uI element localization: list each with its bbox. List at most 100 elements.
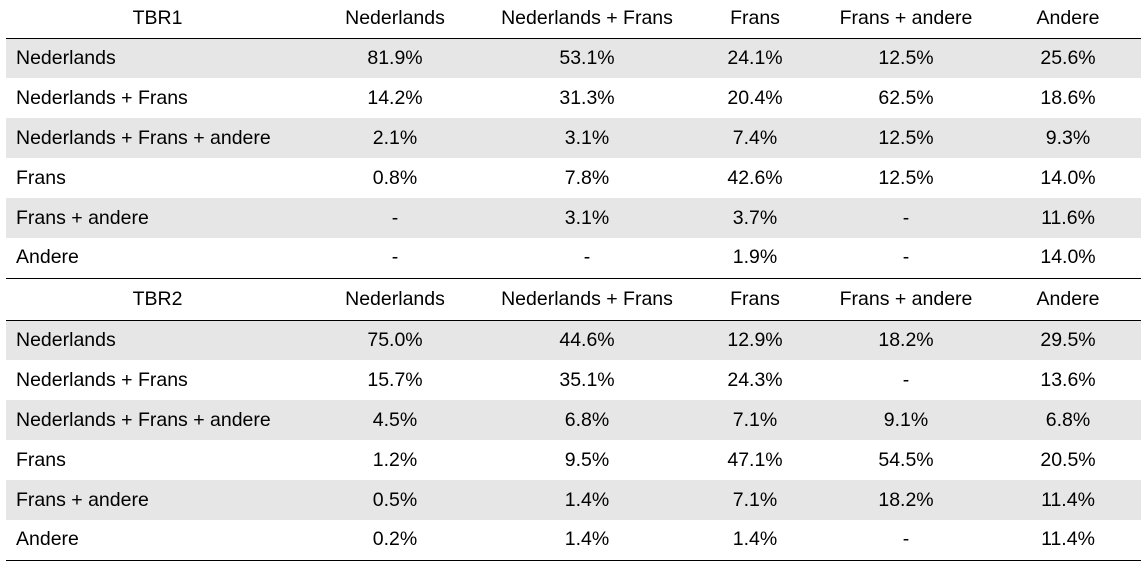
- table-cell: 75.0%: [309, 320, 481, 360]
- table-cell: 9.5%: [564, 448, 610, 471]
- table-cell: 13.6%: [1040, 368, 1096, 391]
- table-cell: -: [817, 238, 995, 279]
- table-cell: 9.1%: [817, 400, 995, 440]
- table-cell: 1.4%: [481, 520, 693, 561]
- table-cell: 7.1%: [693, 400, 817, 440]
- row-label: Andere: [6, 520, 309, 561]
- table-cell: 1.4%: [481, 480, 693, 520]
- table-cell: 1.9%: [693, 238, 817, 279]
- table-cell: 6.8%: [481, 400, 693, 440]
- table-cell: 14.0%: [995, 238, 1141, 279]
- table-cell: 4.5%: [309, 400, 481, 440]
- row-label: Nederlands: [6, 38, 309, 78]
- table-cell: 12.5%: [817, 118, 995, 158]
- table-cell: 7.1%: [693, 480, 817, 520]
- table-cell: -: [309, 198, 481, 238]
- table-cell: 3.1%: [481, 198, 693, 238]
- column-header: Frans + andere: [817, 0, 995, 39]
- table-cell: 3.1%: [481, 118, 693, 158]
- table-cell: 31.3%: [559, 86, 615, 109]
- table-row: Nederlands 81.9% 53.1% 24.1% 12.5% 25.6%: [6, 38, 1141, 78]
- table-cell: 62.5%: [878, 86, 934, 109]
- table-cell: 15.7%: [367, 368, 423, 391]
- table-cell: 12.5%: [817, 38, 995, 78]
- table-cell: 20.5%: [1040, 448, 1096, 471]
- table-cell: 11.6%: [995, 198, 1141, 238]
- table-row: Frans + andere 0.5% 1.4% 7.1% 18.2% 11.4%: [6, 480, 1141, 520]
- column-header: Frans + andere: [817, 278, 995, 321]
- column-header: Nederlands + Frans: [481, 0, 693, 39]
- table-row: Andere 0.2% 1.4% 1.4% -11.4%: [6, 520, 1141, 561]
- table-cell: 24.3%: [727, 368, 783, 391]
- row-label: Nederlands + Frans + andere: [6, 118, 309, 158]
- table-cell: 18.2%: [817, 320, 995, 360]
- column-header: Nederlands + Frans: [481, 278, 693, 321]
- table-cell: -: [902, 368, 910, 391]
- table-row: Frans + andere -3.1% 3.7% -11.6%: [6, 198, 1141, 238]
- table-row: Nederlands + Frans 14.2% 31.3% 20.4% 62.5% 18…: [6, 78, 1141, 118]
- row-label: Andere: [6, 238, 309, 279]
- row-label: Frans: [16, 166, 66, 189]
- language-table: TBR1 Nederlands Nederlands + Frans Frans Fra…: [6, 0, 1141, 561]
- row-label: Nederlands: [6, 320, 309, 360]
- table-cell: 0.2%: [309, 520, 481, 561]
- row-label: Nederlands + Frans: [16, 86, 188, 109]
- table-cell: 11.4%: [995, 520, 1141, 561]
- table-cell: 0.5%: [309, 480, 481, 520]
- table-cell: 14.2%: [367, 86, 423, 109]
- table-cell: 18.6%: [1040, 86, 1096, 109]
- table-cell: 54.5%: [878, 448, 934, 471]
- column-header: Frans: [693, 0, 817, 39]
- table-cell: 29.5%: [995, 320, 1141, 360]
- table-cell: 1.4%: [693, 520, 817, 561]
- table-cell: -: [481, 238, 693, 279]
- table-cell: 6.8%: [995, 400, 1141, 440]
- table-cell: 20.4%: [727, 86, 783, 109]
- table-cell: 12.5%: [878, 166, 934, 189]
- section-title: TBR1: [6, 0, 309, 39]
- column-header: Andere: [995, 0, 1141, 39]
- table-cell: 18.2%: [817, 480, 995, 520]
- table-cell: 44.6%: [481, 320, 693, 360]
- table-row: Nederlands 75.0% 44.6% 12.9% 18.2% 29.5%: [6, 320, 1141, 360]
- table-cell: 7.8%: [564, 166, 610, 189]
- table-row: Andere - -1.9% -14.0%: [6, 238, 1141, 279]
- section-title: TBR2: [6, 278, 309, 321]
- column-header: Nederlands: [309, 278, 481, 321]
- row-label: Nederlands + Frans: [16, 368, 188, 391]
- table-row: Nederlands + Frans + andere 4.5% 6.8% 7.1% 9…: [6, 400, 1141, 440]
- table-cell: 2.1%: [309, 118, 481, 158]
- table-cell: -: [309, 238, 481, 279]
- table-cell: 35.1%: [559, 368, 615, 391]
- table-cell: 7.4%: [693, 118, 817, 158]
- table-cell: 1.2%: [372, 448, 418, 471]
- table-cell: -: [817, 520, 995, 561]
- column-header: Nederlands: [309, 0, 481, 39]
- table-cell: 3.7%: [693, 198, 817, 238]
- table-row: Nederlands + Frans 15.7% 35.1% 24.3% - 13.6%: [6, 360, 1141, 400]
- table-cell: 47.1%: [727, 448, 783, 471]
- table-cell: 53.1%: [481, 38, 693, 78]
- row-label: Frans + andere: [6, 198, 309, 238]
- column-header: Andere: [995, 278, 1141, 321]
- section-header-row: TBR1 Nederlands Nederlands + Frans Frans Fra…: [6, 0, 1141, 39]
- row-label: Frans: [16, 448, 66, 471]
- table-cell: 0.8%: [372, 166, 418, 189]
- table-row: Frans 0.8% 7.8% 42.6% 12.5% 14.0%: [6, 158, 1141, 198]
- table-cell: 24.1%: [693, 38, 817, 78]
- table-cell: 9.3%: [995, 118, 1141, 158]
- table-cell: 12.9%: [693, 320, 817, 360]
- table-cell: 11.4%: [995, 480, 1141, 520]
- section-header-row: TBR2 Nederlands Nederlands + Frans Frans Fra…: [6, 278, 1141, 321]
- table-cell: 81.9%: [309, 38, 481, 78]
- table-cell: 14.0%: [1040, 166, 1096, 189]
- table-cell: 25.6%: [995, 38, 1141, 78]
- column-header: Frans: [693, 278, 817, 321]
- table-row: Frans 1.2% 9.5% 47.1% 54.5% 20.5%: [6, 440, 1141, 480]
- table-cell: -: [817, 198, 995, 238]
- table-row: Nederlands + Frans + andere 2.1% 3.1% 7.4% 1…: [6, 118, 1141, 158]
- table-cell: 42.6%: [727, 166, 783, 189]
- row-label: Frans + andere: [6, 480, 309, 520]
- row-label: Nederlands + Frans + andere: [6, 400, 309, 440]
